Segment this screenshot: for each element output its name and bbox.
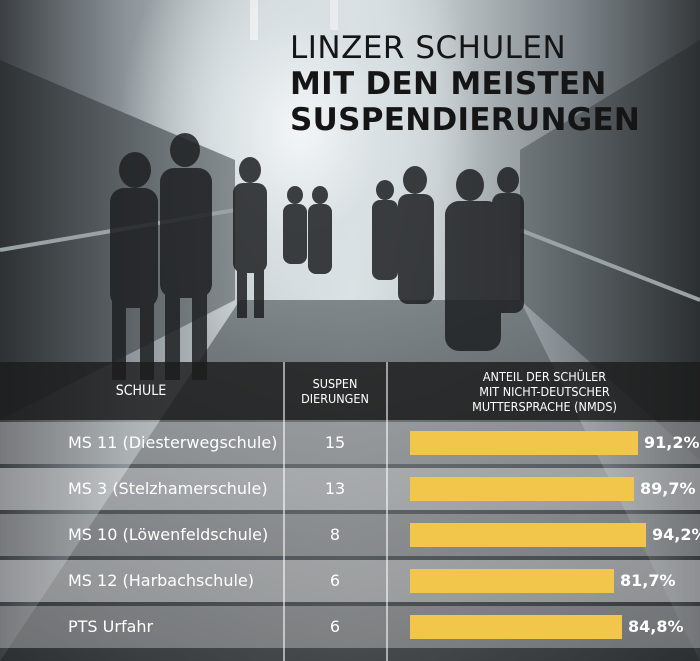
suspension-count: 6 [329, 617, 341, 636]
table-row: MS 11 (Diesterwegschule) 15 91,2% [0, 422, 700, 464]
nmds-value-label: 81,7% [620, 571, 676, 590]
suspension-count: 8 [329, 525, 341, 544]
suspension-count: 13 [324, 479, 346, 498]
suspension-count: 6 [329, 571, 341, 590]
data-table: SCHULE SUSPEN DIERUNGEN ANTEIL DER SCHÜL… [0, 362, 700, 661]
title-line-2: MIT DEN MEISTEN [290, 66, 607, 102]
column-divider [283, 362, 285, 661]
header-nmds: ANTEIL DER SCHÜLER MIT NICHT-DEUTSCHER M… [472, 368, 617, 414]
header-suspensions: SUSPEN DIERUNGEN [301, 376, 369, 406]
school-name: MS 3 (Stelzhamerschule) [68, 479, 268, 498]
table-row: MS 10 (Löwenfeldschule) 8 94,2% [0, 514, 700, 556]
table-header: SCHULE SUSPEN DIERUNGEN ANTEIL DER SCHÜL… [0, 362, 700, 420]
table-row: PTS Urfahr 6 84,8% [0, 606, 700, 648]
suspension-count: 15 [324, 433, 346, 452]
nmds-bar [410, 477, 634, 501]
school-name: MS 12 (Harbachschule) [68, 571, 254, 590]
column-divider [386, 362, 388, 661]
nmds-value-label: 91,2% [644, 433, 700, 452]
table-row: MS 3 (Stelzhamerschule) 13 89,7% [0, 468, 700, 510]
table-row: MS 12 (Harbachschule) 6 81,7% [0, 560, 700, 602]
nmds-value-label: 94,2% [652, 525, 700, 544]
nmds-bar [410, 615, 622, 639]
nmds-bar [410, 523, 646, 547]
nmds-bar [410, 431, 638, 455]
nmds-value-label: 89,7% [640, 479, 696, 498]
school-name: PTS Urfahr [68, 617, 154, 636]
chart-title: LINZER SCHULEN MIT DEN MEISTEN SUSPENDIE… [290, 30, 690, 138]
school-name: MS 10 (Löwenfeldschule) [68, 525, 269, 544]
header-school: SCHULE [115, 382, 167, 399]
school-name: MS 11 (Diesterwegschule) [68, 433, 278, 452]
nmds-bar [410, 569, 614, 593]
title-line-1: LINZER SCHULEN [290, 30, 567, 66]
nmds-value-label: 84,8% [628, 617, 684, 636]
title-line-3: SUSPENDIERUNGEN [290, 102, 641, 138]
